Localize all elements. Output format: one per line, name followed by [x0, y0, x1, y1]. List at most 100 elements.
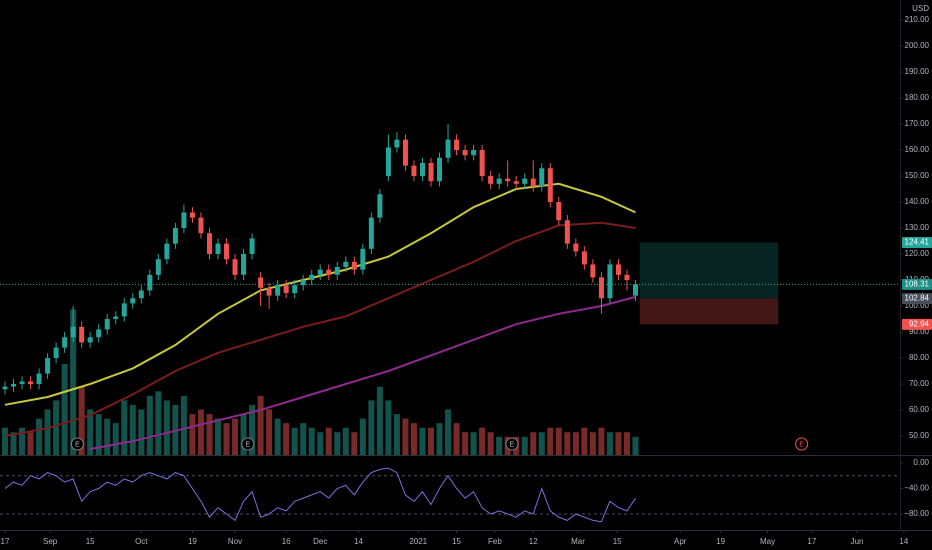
- volume-bar: [232, 418, 239, 455]
- candle-body: [53, 347, 59, 359]
- volume-bar: [368, 400, 375, 455]
- candle-body: [19, 381, 25, 385]
- candle-body: [292, 285, 298, 294]
- target-zone: [639, 242, 779, 299]
- y-tick-label: 90.00: [909, 327, 930, 336]
- volume-bar: [180, 395, 187, 455]
- volume-bar: [342, 427, 349, 455]
- x-tick-label: Apr: [674, 537, 687, 546]
- candle-body: [479, 150, 485, 177]
- volume-bar: [155, 391, 162, 455]
- x-tick-label: May: [760, 537, 775, 546]
- volume-bar: [206, 414, 213, 455]
- candle-body: [79, 326, 85, 343]
- candle-body: [343, 261, 349, 268]
- candle-body: [224, 243, 230, 260]
- candle-body: [155, 259, 161, 275]
- candle-body: [360, 248, 366, 270]
- x-tick-label: 15: [613, 537, 622, 546]
- candle-body: [104, 319, 110, 330]
- candle-body: [402, 139, 408, 166]
- candle-body: [454, 139, 460, 151]
- volume-bar: [470, 432, 477, 455]
- volume-bar: [112, 423, 119, 455]
- target-price-label-bg: [902, 237, 932, 249]
- volume-bar: [487, 432, 494, 455]
- candle-body: [581, 251, 587, 265]
- volume-bar: [78, 386, 85, 455]
- candle-body: [87, 337, 93, 343]
- volume-bar: [410, 423, 417, 455]
- y-tick-label: 180.00: [905, 93, 930, 102]
- y-tick-label: 120.00: [905, 249, 930, 258]
- volume-bar: [564, 432, 571, 455]
- candle-body: [317, 269, 323, 275]
- volume-bar: [334, 432, 341, 455]
- target-price-label: 124.41: [905, 238, 930, 247]
- volume-bar: [496, 436, 503, 455]
- volume-bar: [266, 409, 273, 455]
- volume-bar: [1, 427, 8, 455]
- event-marker: [795, 437, 809, 451]
- stop-price-label-bg: [902, 318, 932, 330]
- volume-bar: [291, 427, 298, 455]
- volume-bar: [308, 427, 315, 455]
- volume-bar: [376, 386, 383, 455]
- candle-body: [394, 139, 400, 148]
- candle-body: [598, 277, 604, 299]
- volume-bar: [36, 418, 43, 455]
- candle-body: [513, 181, 519, 184]
- candle-body: [275, 285, 281, 296]
- candle-body: [300, 280, 306, 286]
- volume-bar: [479, 427, 486, 455]
- candle-body: [547, 168, 553, 203]
- y-tick-label: 150.00: [905, 171, 930, 180]
- y-tick-label: 200.00: [905, 41, 930, 50]
- entry-price-label-bg: [902, 293, 932, 305]
- candle-body: [573, 243, 579, 252]
- candle-body: [488, 176, 494, 184]
- candle-body: [607, 264, 613, 299]
- candle-body: [590, 264, 596, 278]
- candle-body: [147, 274, 153, 291]
- y-tick-label: 130.00: [905, 223, 930, 232]
- candle-body: [113, 316, 119, 320]
- volume-bar: [615, 432, 622, 455]
- candle-body: [334, 267, 340, 275]
- candle-body: [530, 178, 536, 187]
- candle-body: [377, 194, 383, 218]
- candle-body: [96, 329, 102, 338]
- oscillator-tick-label: −80.00: [904, 509, 929, 518]
- volume-bar: [419, 427, 426, 455]
- candle-body: [624, 274, 630, 281]
- volume-bar: [121, 400, 128, 455]
- volume-bar: [317, 432, 324, 455]
- volume-bar: [572, 432, 579, 455]
- candle-body: [385, 147, 391, 177]
- y-tick-label: 160.00: [905, 145, 930, 154]
- x-tick-label: Mar: [571, 537, 585, 546]
- last-price-label: 108.31: [905, 280, 930, 289]
- volume-bar: [530, 432, 537, 455]
- volume-bar: [598, 427, 605, 455]
- event-label: E: [245, 441, 250, 448]
- volume-bar: [453, 423, 460, 455]
- candle-body: [198, 217, 204, 234]
- candle-body: [62, 337, 68, 348]
- volume-bar: [129, 404, 136, 455]
- candle-body: [445, 139, 451, 158]
- candle-body: [615, 264, 621, 275]
- candle-body: [326, 269, 332, 275]
- stop-zone: [639, 298, 779, 325]
- volume-bar: [197, 409, 204, 455]
- oscillator-line: [4, 467, 636, 523]
- currency-label: USD: [912, 4, 929, 13]
- oscillator-tick-label: −40.00: [904, 484, 929, 493]
- volume-bar: [70, 309, 77, 455]
- event-label: E: [75, 441, 80, 448]
- candle-body: [138, 290, 144, 299]
- volume-bar: [283, 423, 290, 455]
- volume-bar: [436, 423, 443, 455]
- candle-body: [368, 217, 374, 249]
- candle-body: [121, 303, 127, 317]
